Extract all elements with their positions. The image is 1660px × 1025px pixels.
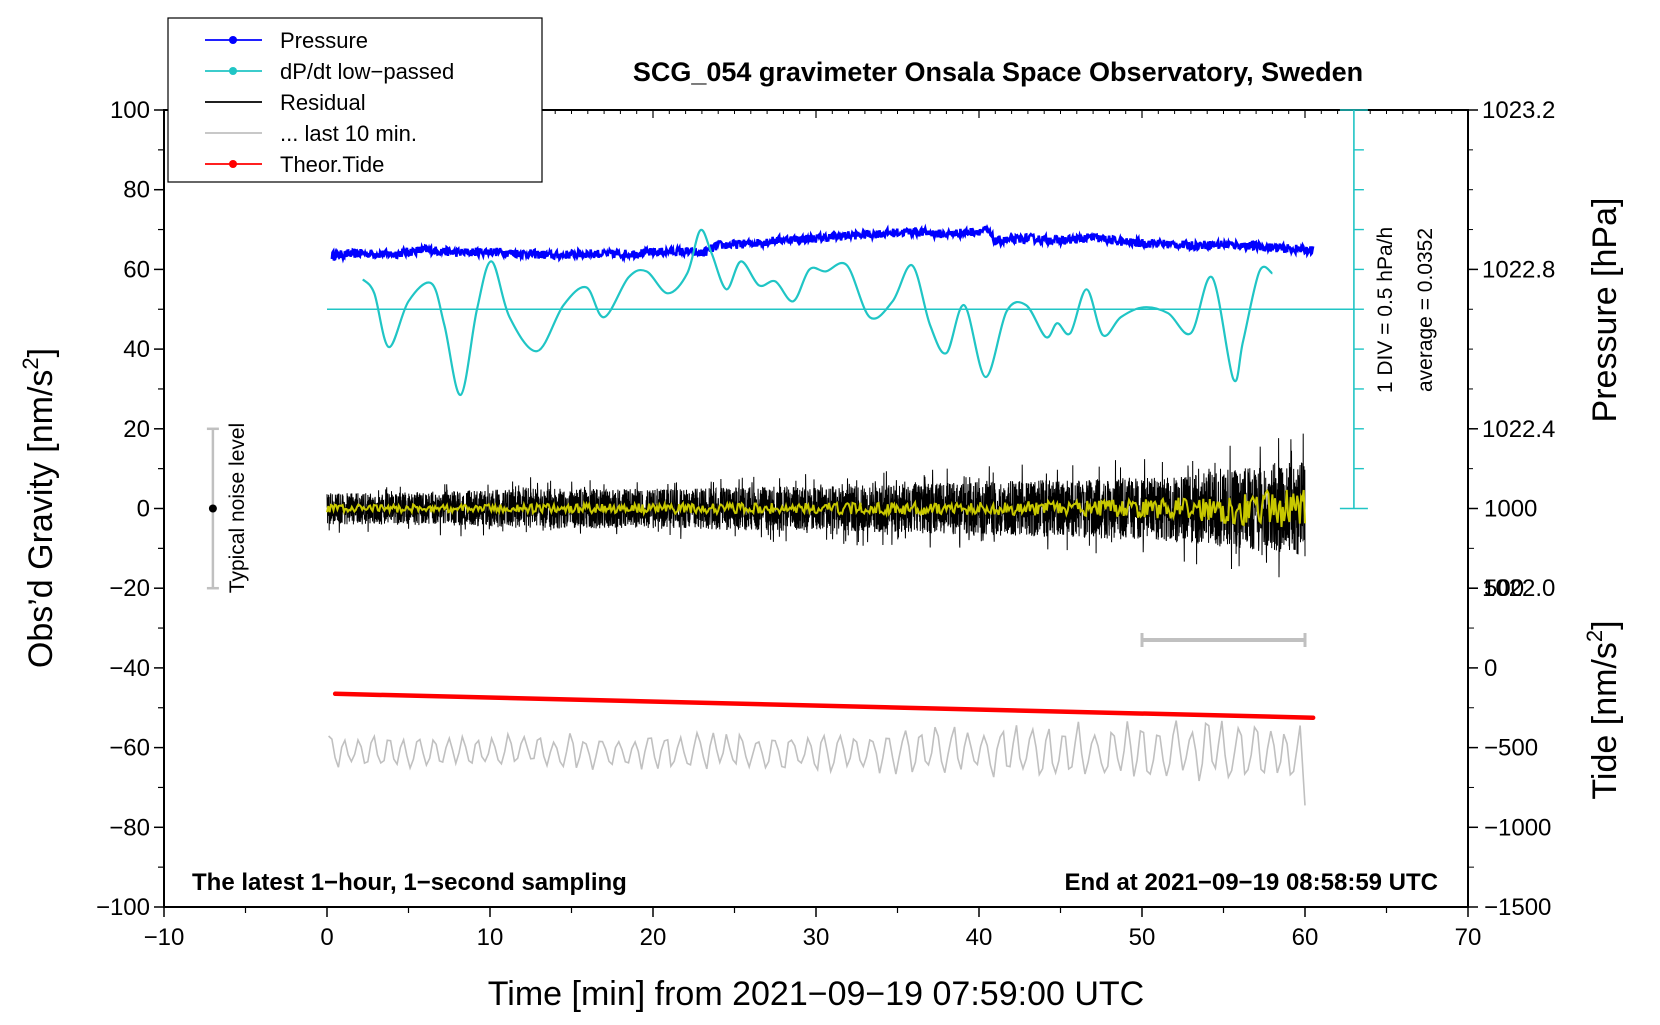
y-axis-title-pressure: Pressure [hPa] [1586,198,1624,423]
auxiliary-marks [206,109,1368,648]
x-tick-label: 10 [477,924,504,951]
tide-series-line [332,691,1316,720]
y-tick-label: 0 [137,496,150,523]
legend-label: Pressure [280,28,368,53]
x-tick-label: 70 [1455,924,1482,951]
y-axis-title-left-sup: 2 [18,357,43,369]
noise-bar-dot [208,504,217,513]
x-tick-label: 50 [1129,924,1156,951]
y-axis-title-left: Obs’d Gravity [nm/s2] [18,348,60,668]
y-axis-title-tide-end: ] [1586,620,1624,629]
x-tick-label: −10 [144,924,185,951]
legend-label: dP/dt low−passed [280,59,454,84]
scale-div-label: 1 DIV = 0.5 hPa/h [1374,227,1397,393]
scale-average-label: average = 0.0352 [1414,228,1437,392]
x-tick-label: 30 [803,924,830,951]
tide-tick-label: 500 [1484,575,1524,602]
dpdt-series-line [362,228,1273,397]
last10-series-line [328,720,1306,806]
y-axis-title-left-end: ] [22,348,60,357]
noise-level-label: Typical noise level [226,423,249,593]
residual-series-line [326,433,1306,578]
y-tick-label: 40 [123,336,150,363]
footer-left: The latest 1−hour, 1−second sampling [192,869,627,896]
y-tick-label: −20 [109,575,150,602]
y-tick-label: −80 [109,814,150,841]
y-tick-label: −60 [109,735,150,762]
tide-tick-label: −500 [1484,735,1538,762]
tide-tick-label: 1000 [1484,496,1537,523]
legend-marker [229,160,237,168]
y-tick-label: −40 [109,655,150,682]
y-tick-label: 20 [123,416,150,443]
tide-tick-label: 0 [1484,655,1497,682]
legend-marker [229,67,237,75]
legend-label: Theor.Tide [280,152,384,177]
pressure-tick-label: 1023.2 [1482,97,1555,124]
y-axis-title-tide-sup: 2 [1582,630,1607,642]
legend-label: ... last 10 min. [280,121,417,146]
pressure-tick-label: 1022.8 [1482,256,1555,283]
x-tick-label: 0 [320,924,333,951]
legend-box [167,17,543,183]
x-tick-label: 40 [966,924,993,951]
x-axis-title: Time [min] from 2021−09−19 07:59:00 UTC [488,975,1144,1013]
footer-right: End at 2021−09−19 08:58:59 UTC [1064,869,1438,896]
chart-title: SCG_054 gravimeter Onsala Space Observat… [633,57,1363,87]
legend-marker [229,36,237,44]
legend-label: Residual [280,90,366,115]
pressure-tick-label: 1022.0 [1482,575,1555,602]
legend: Pressure dP/dt low−passed Residual ... last… [167,17,543,183]
x-tick-label: 60 [1292,924,1319,951]
y-axis-title-tide-main: Tide [nm/s [1586,642,1624,799]
residual-smoothed-line [326,488,1306,528]
y-tick-label: 60 [123,256,150,283]
pressure-series-line [330,223,1315,264]
tide-tick-label: −1500 [1484,894,1551,921]
y-tick-label: 100 [110,97,150,124]
x-tick-label: 20 [640,924,667,951]
series-group [326,223,1316,806]
tide-tick-label: −1000 [1484,814,1551,841]
pressure-tick-label: 1022.4 [1482,416,1555,443]
axis-ticks: −10 0 10 20 30 40 50 60 70100806040200−20−40−60−… [96,97,1555,951]
y-tick-label: −100 [96,894,150,921]
y-tick-label: 80 [123,177,150,204]
y-axis-title-left-main: Obs’d Gravity [nm/s [22,370,60,669]
legend-entries: Pressure dP/dt low−passed Residual ... last… [205,28,454,177]
y-axis-title-tide: Tide [nm/s2] [1582,620,1624,799]
